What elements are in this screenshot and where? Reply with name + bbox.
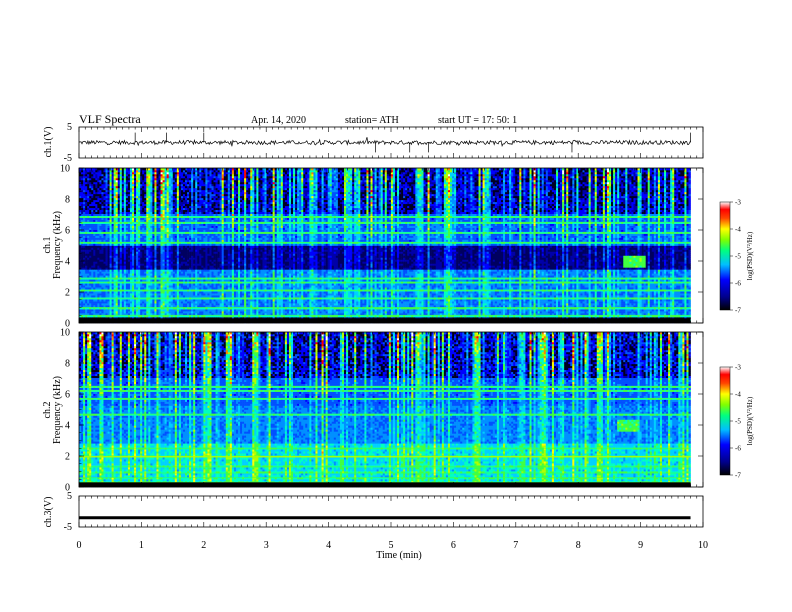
ch1-ytick-bottom: -5 xyxy=(64,153,72,164)
figure: VLF Spectra Apr. 14, 2020 station= ATH s… xyxy=(0,0,792,612)
ch1-waveform-panel: 5 -5 ch.1(V) xyxy=(43,122,703,164)
date-label: Apr. 14, 2020 xyxy=(251,115,306,126)
start-time-label: start UT = 17: 50: 1 xyxy=(438,115,517,126)
ch1-spectrogram xyxy=(79,168,691,323)
chart-title: VLF Spectra xyxy=(79,112,141,126)
ch1-ytick-top: 5 xyxy=(67,122,72,133)
ch1-ylabel: ch.1(V) xyxy=(43,127,54,158)
station-label: station= ATH xyxy=(345,115,399,126)
ch1-waveform-line xyxy=(79,137,691,146)
